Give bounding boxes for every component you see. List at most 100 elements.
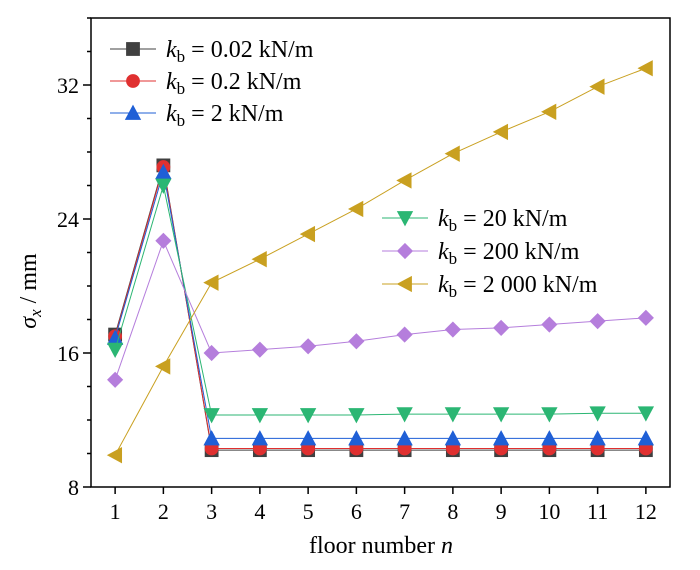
legend-label: kb = 2 kN/m (166, 101, 284, 130)
series-4 (107, 232, 654, 388)
data-point (348, 200, 364, 218)
data-point (637, 430, 655, 446)
y-axis-title-unit: / mm (16, 253, 42, 309)
x-tick-label: 8 (447, 499, 458, 524)
legend-marker (396, 211, 414, 227)
data-point (299, 408, 317, 424)
x-tick-label: 3 (206, 499, 217, 524)
x-tick-label: 5 (303, 499, 314, 524)
y-axis-title-sub: x (26, 309, 45, 318)
legend-marker (126, 74, 140, 88)
data-point (589, 406, 606, 422)
y-axis-title: σx / mm (16, 253, 45, 329)
data-point (637, 406, 655, 422)
legend-label-var: k (438, 239, 449, 265)
x-axis-title-var: n (441, 533, 453, 559)
x-axis-title-text: floor number (309, 533, 441, 559)
x-axis-title: floor number n (309, 533, 453, 559)
data-point (203, 344, 220, 362)
series-3 (106, 178, 655, 424)
data-point (541, 103, 557, 120)
y-axis-title-var: σ (16, 316, 42, 329)
data-point (155, 358, 171, 375)
data-point (251, 341, 268, 358)
data-point (203, 274, 219, 291)
data-point (106, 342, 124, 358)
legend-item: kb = 2 000 kN/m (382, 272, 598, 301)
data-point (396, 407, 413, 423)
legend-label-var: k (438, 272, 449, 298)
data-point (203, 408, 220, 424)
legend-label: kb = 0.02 kN/m (166, 37, 314, 66)
data-point (492, 123, 509, 141)
data-point (155, 232, 172, 249)
x-tick-label: 9 (496, 499, 507, 524)
legend-label: kb = 0.2 kN/m (166, 69, 302, 98)
series-0 (108, 158, 653, 458)
legend-layer: kb = 0.02 kN/mkb = 0.2 kN/mkb = 2 kN/mkb… (110, 37, 598, 301)
series-line (114, 166, 646, 449)
legend-top-left: kb = 0.02 kN/mkb = 0.2 kN/mkb = 2 kN/m (110, 37, 314, 130)
legend-label-text: = 0.2 kN/m (185, 69, 302, 95)
legend-label-var: k (166, 69, 177, 95)
data-point (493, 319, 510, 336)
legend-label-var: k (166, 101, 177, 127)
legend-label-sub: b (449, 216, 458, 235)
data-point (348, 333, 365, 350)
data-point (155, 178, 172, 194)
x-tick-label: 12 (635, 499, 657, 524)
data-point (251, 408, 269, 424)
series-line (114, 185, 646, 416)
data-point (492, 430, 510, 446)
data-point (444, 321, 461, 338)
legend-label-text: = 200 kN/m (457, 239, 580, 265)
data-point (299, 430, 317, 446)
legend-label-sub: b (449, 282, 458, 301)
data-point (106, 447, 123, 464)
series-layer (106, 60, 655, 464)
x-tick-label: 7 (399, 499, 410, 524)
data-point (299, 225, 316, 243)
legend-label-sub: b (177, 47, 186, 66)
data-point (300, 338, 317, 355)
data-point (444, 430, 462, 446)
series-line (114, 239, 646, 380)
data-point (396, 172, 412, 189)
legend-marker (126, 42, 140, 56)
data-point (396, 430, 413, 446)
x-tick-label: 2 (158, 499, 169, 524)
data-point (589, 78, 605, 95)
data-point (107, 371, 124, 388)
legend-marker (396, 275, 412, 293)
legend-label-text: = 0.02 kN/m (185, 37, 314, 63)
data-point (444, 407, 462, 423)
x-tick-label: 6 (351, 499, 362, 524)
legend-marker (124, 104, 142, 120)
legend-label-var: k (438, 206, 449, 232)
series-2 (106, 163, 655, 446)
data-point (541, 430, 558, 446)
legend-label-text: = 2 kN/m (185, 101, 284, 127)
data-point (637, 309, 654, 326)
legend-label: kb = 20 kN/m (438, 206, 568, 235)
data-point (589, 313, 606, 330)
data-point (492, 407, 510, 423)
y-tick-label: 16 (57, 341, 79, 366)
legend-item: kb = 2 kN/m (110, 101, 284, 130)
data-point (541, 316, 558, 333)
legend-label-sub: b (177, 111, 186, 130)
data-point (444, 145, 460, 162)
y-tick-label: 8 (68, 475, 79, 500)
data-point (348, 408, 365, 424)
legend-item: kb = 0.2 kN/m (110, 69, 302, 98)
x-tick-label: 10 (538, 499, 560, 524)
legend-marker (396, 242, 414, 260)
legend-item: kb = 20 kN/m (382, 206, 568, 235)
legend-label-text: = 20 kN/m (457, 206, 568, 232)
data-point (589, 430, 606, 446)
legend-label-sub: b (449, 249, 458, 268)
x-tick-label: 4 (254, 499, 265, 524)
